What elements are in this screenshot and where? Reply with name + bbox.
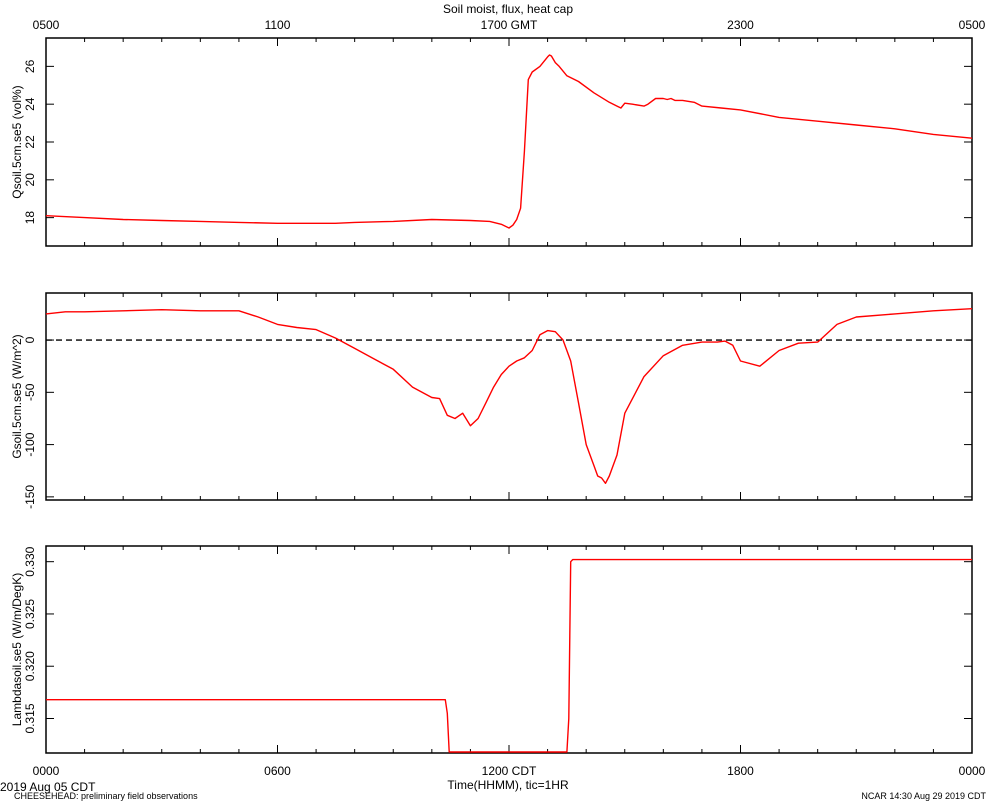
y-axis-label: Gsoil.5cm.se5 (W/m^2) [10, 334, 24, 458]
top-tick-label: 1700 GMT [481, 18, 538, 32]
series-line-gsoil [45, 308, 973, 484]
footer-stamp: NCAR 14:30 Aug 29 2019 CDT [861, 791, 986, 801]
bottom-tick-label: 1200 CDT [482, 764, 537, 778]
y-tick-label: 0.320 [23, 651, 37, 681]
series-line-qsoil [45, 54, 973, 229]
bottom-axis-labels: 0000 0600 1200 CDT 1800 0000 [33, 764, 986, 778]
y-tick-label: -50 [23, 383, 37, 401]
y-tick-label: 20 [23, 173, 37, 187]
top-tick-label: 2300 [727, 18, 754, 32]
y-tick-label: 22 [23, 135, 37, 149]
y-tick-label: 26 [23, 59, 37, 73]
top-axis-labels: 0500 1100 1700 GMT 2300 0500 [33, 18, 986, 32]
y-tick-label: 0.325 [23, 599, 37, 629]
footer-date: 2019 Aug 05 CDT [0, 780, 96, 794]
panel-frame [45, 37, 973, 247]
footer-project: CHEESEHEAD: preliminary field observatio… [14, 791, 198, 801]
chart-title: Soil moist, flux, heat cap [443, 2, 573, 16]
y-tick-label: 24 [23, 97, 37, 111]
chart-panels: 18 20 22 24 26 Qsoil.5cm.se5 (vol%) -150 -100 -5… [10, 37, 973, 754]
bottom-tick-label: 0000 [959, 764, 986, 778]
top-tick-label: 0500 [33, 18, 60, 32]
series-line-lambdasoil [46, 558, 972, 753]
panel-frame [45, 292, 973, 501]
panel-frame [45, 545, 973, 754]
y-tick-label: 0 [23, 336, 37, 343]
y-axis-label: Lambdasoil.se5 (W/m/DegK) [10, 573, 24, 726]
bottom-tick-label: 1800 [727, 764, 754, 778]
panel-qsoil: 18 20 22 24 26 Qsoil.5cm.se5 (vol%) [10, 37, 973, 247]
y-tick-label: 18 [23, 211, 37, 225]
bottom-tick-label: 0000 [33, 764, 60, 778]
bottom-tick-label: 0600 [264, 764, 291, 778]
y-tick-label: -150 [23, 485, 37, 509]
y-tick-label: 0.330 [23, 546, 37, 576]
top-tick-label: 0500 [959, 18, 986, 32]
top-tick-label: 1100 [265, 18, 291, 32]
y-tick-label: 0.315 [23, 703, 37, 733]
y-axis-label: Qsoil.5cm.se5 (vol%) [10, 85, 24, 198]
x-axis-label: Time(HHMM), tic=1HR [447, 778, 569, 792]
y-tick-label: -100 [23, 432, 37, 456]
